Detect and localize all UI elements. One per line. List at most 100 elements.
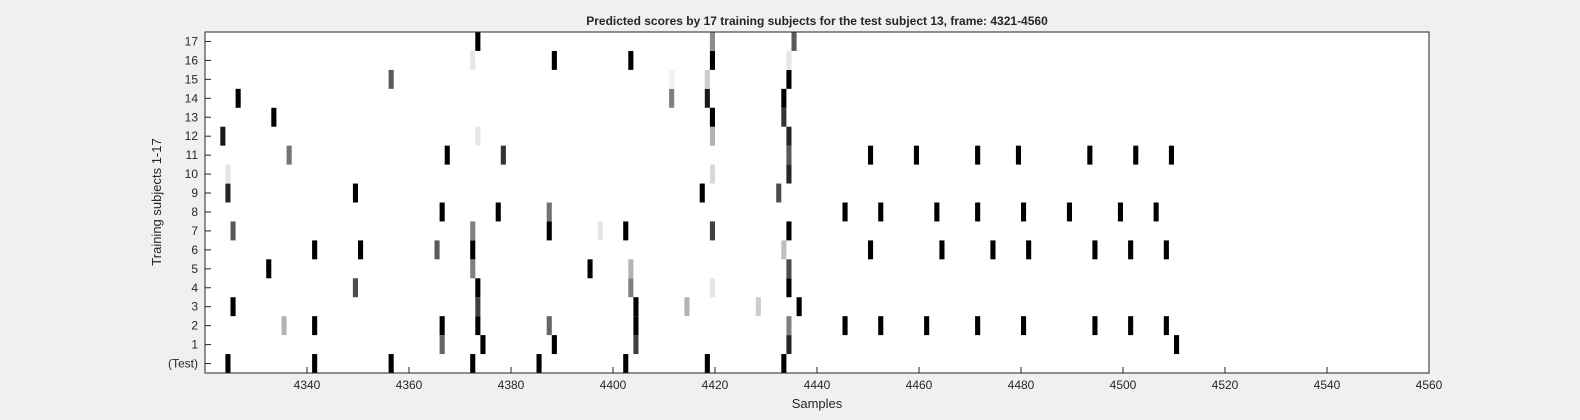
heatmap-cell (470, 354, 476, 373)
heatmap-cell (475, 297, 481, 317)
heatmap-cell (975, 202, 981, 222)
y-tick-label: 7 (191, 224, 198, 238)
heatmap-cell (669, 88, 675, 108)
y-tick-label: 17 (185, 34, 199, 48)
heatmap-cell (868, 145, 874, 165)
heatmap-cell (628, 259, 634, 279)
heatmap-cell (776, 183, 782, 203)
plot-area (205, 32, 1429, 373)
heatmap-cell (791, 32, 797, 51)
heatmap-cell (704, 88, 710, 108)
heatmap-cell (633, 335, 639, 355)
heatmap-cell (235, 88, 241, 108)
y-axis-label: Training subjects 1-17 (149, 138, 164, 265)
heatmap-cell (536, 354, 542, 373)
heatmap-cell (975, 316, 981, 336)
heatmap-cell (755, 297, 761, 317)
heatmap-cell (786, 50, 792, 70)
y-tick-label: 4 (191, 281, 198, 295)
heatmap-cell (312, 316, 318, 336)
x-tick-label: 4420 (702, 378, 729, 392)
heatmap-cell (1117, 202, 1123, 222)
y-tick-label: 6 (191, 243, 198, 257)
heatmap-cell (628, 50, 634, 70)
y-tick-label: 2 (191, 319, 198, 333)
heatmap-cell (709, 50, 715, 70)
heatmap-cell (786, 259, 792, 279)
heatmap-cell (786, 69, 792, 89)
heatmap-cell (1026, 240, 1032, 260)
heatmap-cell (786, 316, 792, 336)
heatmap-cell (475, 32, 481, 51)
heatmap-cell (470, 240, 476, 260)
x-tick-label: 4340 (294, 378, 321, 392)
heatmap-cell (704, 69, 710, 89)
heatmap-cell (352, 278, 358, 298)
heatmap-cell (1168, 145, 1174, 165)
heatmap-cell (1021, 202, 1027, 222)
heatmap-cell (781, 88, 787, 108)
heatmap-cell (271, 107, 277, 127)
heatmap-cell (786, 335, 792, 355)
heatmap-cell (439, 335, 445, 355)
y-tick-label: 8 (191, 205, 198, 219)
x-tick-label: 4520 (1212, 378, 1239, 392)
heatmap-cell (352, 183, 358, 203)
heatmap-cell (475, 126, 481, 146)
heatmap-cell (1163, 240, 1169, 260)
heatmap-cell (470, 221, 476, 241)
x-tick-label: 4560 (1416, 378, 1443, 392)
heatmap-cell (220, 126, 226, 146)
heatmap-cell (878, 316, 884, 336)
heatmap-cell (1133, 145, 1139, 165)
heatmap-cell (786, 278, 792, 298)
heatmap-cell (439, 202, 445, 222)
x-tick-label: 4400 (600, 378, 627, 392)
heatmap-cell (1153, 202, 1159, 222)
x-tick-label: 4380 (498, 378, 525, 392)
x-axis-label: Samples (792, 396, 843, 411)
heatmap-cell (868, 240, 874, 260)
heatmap-cell (225, 164, 231, 184)
y-tick-label: 3 (191, 300, 198, 314)
y-tick-label: 12 (185, 129, 199, 143)
heatmap-cell (786, 126, 792, 146)
heatmap-cell (781, 354, 787, 373)
x-tick-label: 4500 (1110, 378, 1137, 392)
heatmap-cell (1092, 240, 1098, 260)
heatmap-cell (709, 126, 715, 146)
heatmap-cell (1163, 316, 1169, 336)
heatmap-cell (266, 259, 272, 279)
y-tick-label: 5 (191, 262, 198, 276)
heatmap-cell (286, 145, 292, 165)
heatmap-cell (781, 240, 787, 260)
heatmap-cell (842, 202, 848, 222)
heatmap-cell (444, 145, 450, 165)
heatmap-cell (470, 259, 476, 279)
y-tick-label: 9 (191, 186, 198, 200)
heatmap-cell (786, 164, 792, 184)
heatmap-cell (475, 316, 481, 336)
heatmap-cell (699, 183, 705, 203)
heatmap-cell (551, 50, 557, 70)
heatmap-cell (1087, 145, 1093, 165)
heatmap-cell (628, 278, 634, 298)
heatmap-cell (281, 316, 287, 336)
heatmap-cell (439, 316, 445, 336)
heatmap-cell (878, 202, 884, 222)
y-tick-label: 16 (185, 53, 199, 67)
heatmap-cell (546, 316, 552, 336)
heatmap-cell (781, 107, 787, 127)
heatmap-cell (709, 278, 715, 298)
heatmap-cell (975, 145, 981, 165)
heatmap-cell (230, 221, 236, 241)
x-tick-label: 4540 (1314, 378, 1341, 392)
heatmap-cell (1174, 335, 1180, 355)
x-tick-label: 4480 (1008, 378, 1035, 392)
heatmap-cell (358, 240, 364, 260)
heatmap-cell (633, 316, 639, 336)
x-axis-ticks: 4340 4360 4380 4400 4420 4440 4460 4480 4500 4520… (294, 367, 1443, 392)
heatmap-cells (220, 32, 1180, 373)
